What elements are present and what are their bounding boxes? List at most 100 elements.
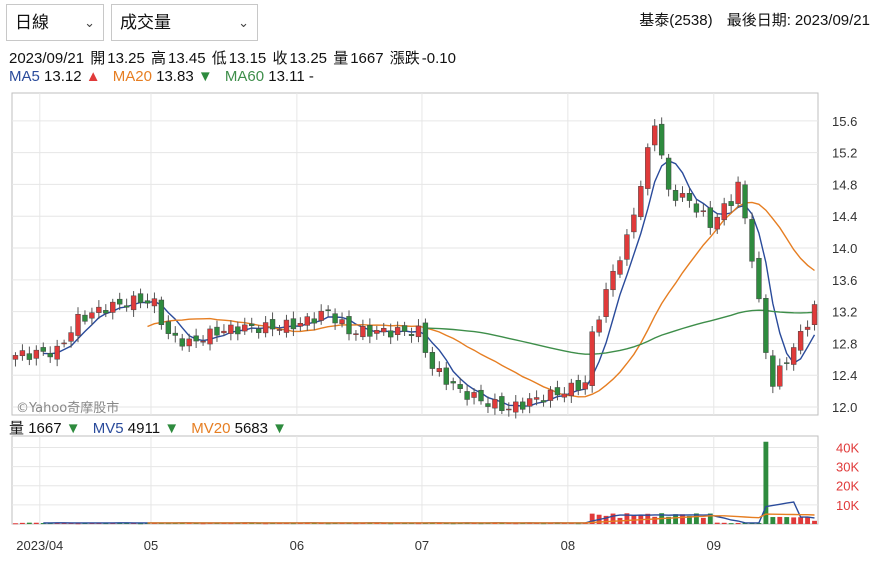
volume-bar [75,523,81,525]
volume-bar [513,523,519,525]
candle-body [547,389,554,401]
candle-body [346,316,352,335]
candlestick [47,346,53,363]
candle-body [387,330,394,338]
candle-body [790,347,797,365]
candle-body [325,309,331,311]
candle-body [645,147,651,189]
candlestick [75,307,81,343]
candlestick [262,316,269,338]
candlestick [130,291,137,317]
period-select[interactable]: 日線 ⌄ [6,4,104,41]
volume-label: 量 [333,50,349,67]
vol-legend: 量 1667 ▼ [9,420,81,437]
candle-body [311,318,317,324]
candle-body [575,380,581,391]
candle-body [158,299,165,325]
volume-bar [693,513,699,524]
candlestick [582,375,588,395]
candle-body [297,323,304,327]
stock-name: 基泰(2538) [639,12,713,29]
candlestick [700,203,707,217]
candlestick [311,312,317,331]
candle-body [269,319,276,330]
price-tick-label: 15.6 [832,114,857,129]
mv20-line [147,513,815,524]
last-date-label: 最後日期: [726,12,791,29]
candle-body [283,319,290,333]
candlestick [721,197,727,226]
candlestick [415,319,422,343]
volume-bar [687,515,692,524]
price-tick-label: 14.0 [832,241,857,256]
candlestick [200,335,206,346]
candlestick [707,200,713,235]
volume-bar [610,513,616,524]
candlestick [443,361,449,391]
ma5-line [43,160,816,407]
candlestick [679,186,686,202]
price-tick-label: 14.8 [832,177,857,192]
volume-tick-label: 40K [836,440,859,455]
candlestick [638,180,644,221]
candle-body [214,326,220,336]
candle-body [179,338,185,347]
candlestick [561,387,568,403]
candle-body [75,313,81,336]
candlestick [290,311,297,337]
candle-body [19,350,26,357]
candlestick [276,324,283,336]
volume-tick-label: 10K [836,498,859,513]
candle-body [735,181,741,204]
candle-body [123,305,130,308]
candle-body [804,326,811,330]
candle-body [193,335,199,342]
candlestick [360,319,366,341]
candle-body [394,327,401,335]
candlestick [763,294,769,360]
candlestick [394,321,401,341]
candlestick [26,346,33,366]
candlestick [478,384,484,405]
candle-body [33,349,40,359]
period-select-label: 日線 [15,13,49,32]
candlestick [40,342,46,356]
x-tick-label: 09 [707,538,721,553]
low-value: 13.15 [228,50,267,67]
candle-body [686,193,693,201]
candle-body [700,210,707,212]
indicator-select[interactable]: 成交量 ⌄ [111,4,258,41]
candle-body [110,301,116,313]
mv20-legend: MV20 5683 ▼ [191,420,288,437]
candle-body [61,342,67,345]
ma-legend: MA5 13.12 ▲ MA20 13.83 ▼ MA60 13.11 - [9,68,322,85]
candle-body [374,330,380,334]
candle-body [221,330,227,334]
candlestick [568,378,575,403]
price-tick-label: 15.2 [832,146,857,161]
candlestick [520,397,526,414]
candlestick [735,176,741,208]
candlestick [304,313,310,331]
candlestick [450,377,456,391]
open-label: 開 [90,50,106,67]
x-tick-label: 2023/04 [16,538,63,553]
candlestick [686,187,693,208]
volume-bar [40,523,46,525]
volume-bar [700,517,706,524]
candle-body [12,355,19,360]
candlestick [82,310,88,325]
candle-body [40,347,46,352]
mv5-legend: MV5 4911 ▼ [92,420,180,437]
candlestick [117,292,123,311]
candlestick [499,392,505,414]
change-value: -0.10 [421,50,456,67]
candlestick [784,357,790,371]
stock-header: 基泰(2538) 最後日期: 2023/09/21 [629,9,870,30]
candle-body [422,322,429,353]
ma20-legend: MA20 13.83 ▼ [112,68,213,85]
price-tick-label: 12.8 [832,336,857,351]
candlestick [179,333,185,351]
ma60-legend: MA60 13.11 - [224,68,314,85]
candlestick [554,380,561,401]
